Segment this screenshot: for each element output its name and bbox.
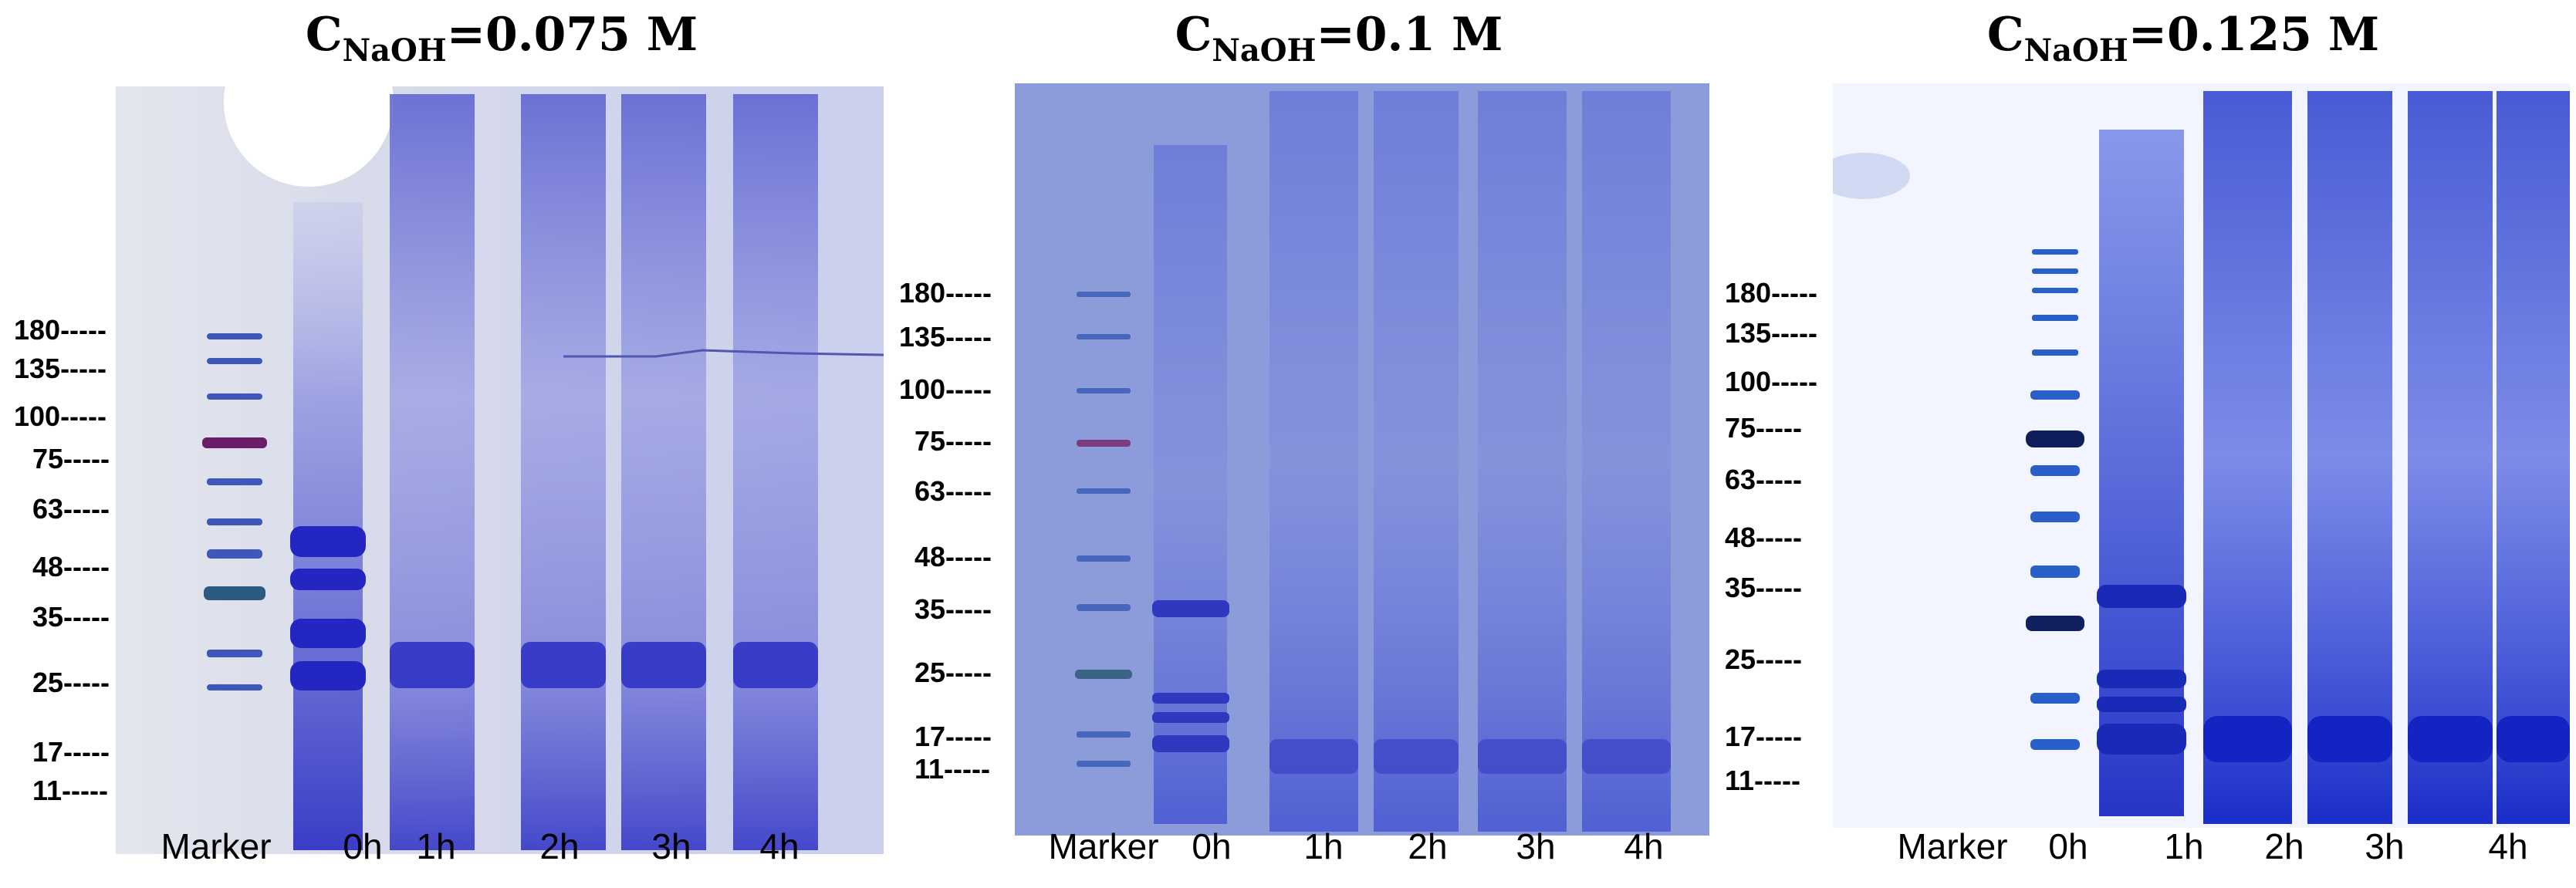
mw-label: 17----- (1725, 721, 1802, 752)
mw-label: 11----- (914, 753, 990, 785)
mw-label: 17----- (32, 736, 110, 768)
mw-label: 75----- (914, 425, 992, 457)
mw-label: 100----- (14, 400, 107, 432)
title-subscript: NaOH (342, 32, 447, 69)
lane-label: 3h (1516, 826, 1556, 866)
gel-panel-0075: CNaOH=0.075 M (0, 0, 895, 888)
lane-label: 1h (1303, 826, 1344, 866)
lane-label: 2h (2264, 826, 2304, 866)
marker-lane (2026, 249, 2084, 750)
lane-label: 4h (2488, 826, 2528, 866)
gel-panel-01: CNaOH=0.1 M (891, 0, 1725, 888)
mw-label: 180----- (899, 277, 992, 309)
lane-label: 4h (759, 826, 800, 866)
gel-panel-0125: CNaOH=0.125 M (1721, 0, 2576, 888)
title-main: C (305, 8, 343, 62)
lane-label: 0h (343, 826, 383, 866)
mw-label: 35----- (914, 593, 992, 625)
lane-label: 0h (1192, 826, 1232, 866)
mw-label: 35----- (32, 601, 110, 633)
lane-label: 3h (651, 826, 691, 866)
lane-label: 1h (2164, 826, 2204, 866)
mw-label: 25----- (914, 657, 992, 688)
mw-label: 180----- (14, 314, 107, 346)
mw-label: 35----- (1725, 572, 1802, 603)
mw-label: 63----- (32, 493, 110, 525)
marker-lane (1075, 292, 1132, 767)
mw-label: 11----- (32, 775, 108, 806)
mw-label: 75----- (1725, 412, 1802, 444)
mw-label: 180----- (1725, 277, 1818, 309)
mw-label: 135----- (899, 321, 992, 353)
lane-label: 0h (2048, 826, 2088, 866)
mw-label: 25----- (1725, 643, 1802, 675)
lane-label: 1h (416, 826, 456, 866)
gel-image (1833, 83, 2570, 828)
mw-label: 100----- (1725, 366, 1818, 397)
title-subscript: NaOH (2023, 32, 2128, 69)
panel-title: CNaOH=0.075 M (108, 8, 895, 69)
mw-label: 48----- (32, 551, 110, 582)
mw-label: 48----- (1725, 522, 1802, 553)
mw-label: 63----- (1725, 464, 1802, 495)
marker-lane (202, 333, 267, 690)
panel-title: CNaOH=0.1 M (953, 8, 1725, 69)
lane-label: 4h (1624, 826, 1664, 866)
gel-image (1015, 83, 1709, 836)
title-value: =0.075 M (446, 8, 698, 62)
title-main: C (1986, 8, 2024, 62)
mw-label: 75----- (32, 443, 110, 474)
title-main: C (1175, 8, 1212, 62)
title-value: =0.125 M (2128, 8, 2380, 62)
gel-image (116, 86, 884, 854)
lane-label: 2h (1408, 826, 1448, 866)
mw-label: 48----- (914, 541, 992, 572)
mw-label: 63----- (914, 475, 992, 507)
lane-label: 2h (539, 826, 580, 866)
lane-label: Marker (1897, 826, 2008, 866)
mw-label: 25----- (32, 667, 110, 698)
panel-title: CNaOH=0.125 M (1790, 8, 2576, 69)
title-value: =0.1 M (1316, 8, 1503, 62)
mw-label: 17----- (914, 721, 992, 752)
mw-label: 100----- (899, 373, 992, 405)
mw-label: 135----- (14, 353, 107, 384)
mw-label: 135----- (1725, 317, 1818, 349)
lane-label: Marker (1048, 826, 1159, 866)
title-subscript: NaOH (1212, 32, 1317, 69)
lane-label: 3h (2365, 826, 2405, 866)
lane-label: Marker (161, 826, 272, 866)
mw-label: 11----- (1725, 765, 1800, 796)
